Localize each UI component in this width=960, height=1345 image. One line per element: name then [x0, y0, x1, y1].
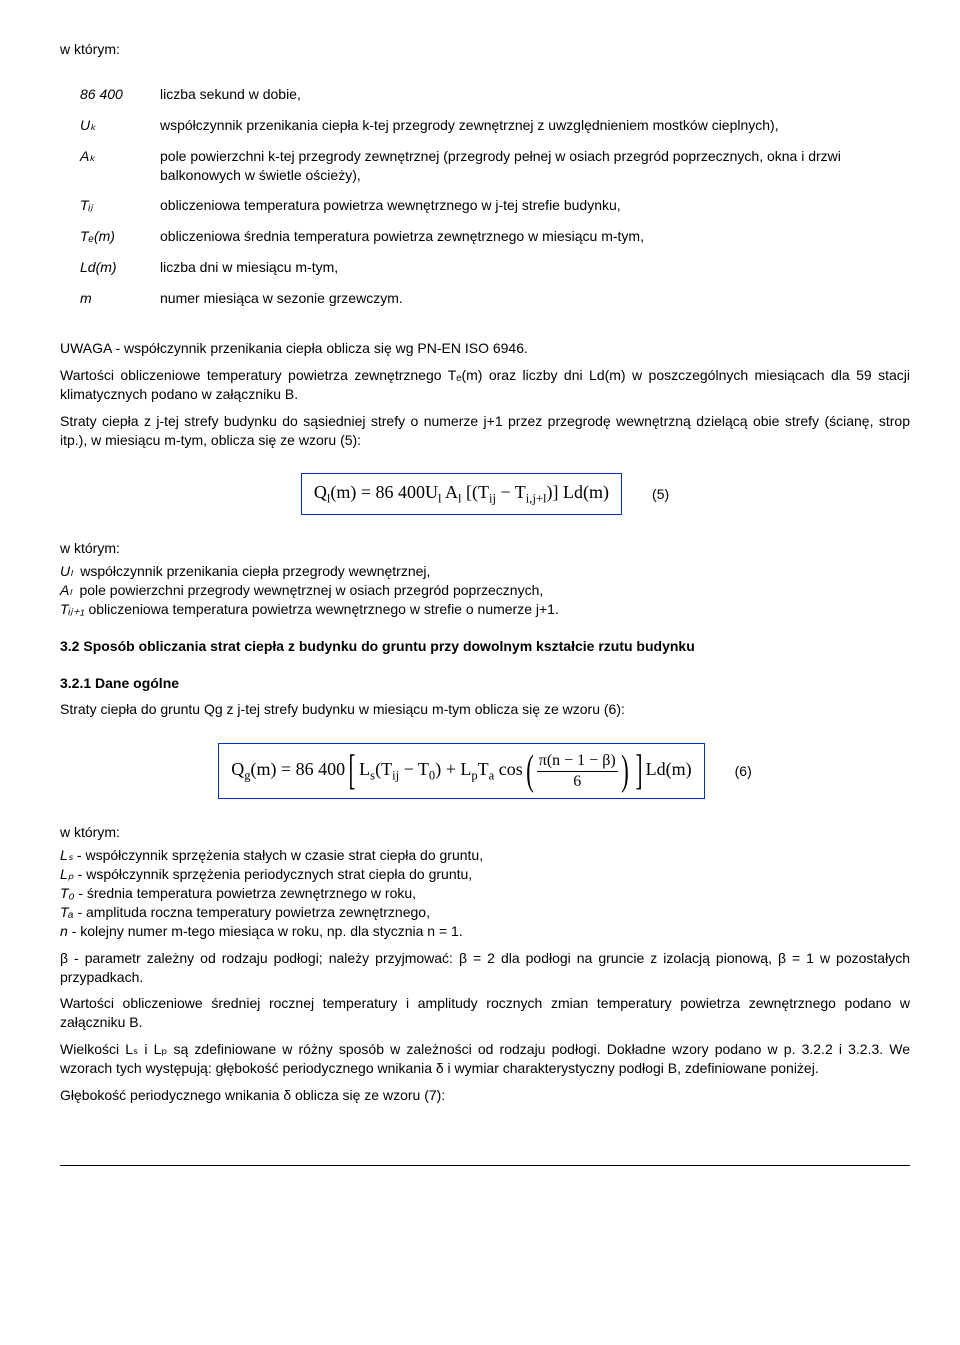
equation-number-5: (5)	[652, 485, 669, 504]
body-paragraph: Wielkości Lₛ i Lₚ są zdefiniowane w różn…	[60, 1040, 910, 1078]
def-sym: Aₗ	[60, 582, 72, 598]
body-paragraph: Straty ciepła do gruntu Qg z j-tej stref…	[60, 700, 910, 719]
def-sym: n	[60, 923, 68, 939]
table-row: Tₑ(m)obliczeniowa średnia temperatura po…	[80, 221, 910, 252]
def-sym: Aₖ	[80, 141, 160, 191]
body-paragraph: Głębokość periodycznego wnikania δ oblic…	[60, 1086, 910, 1105]
def-desc: liczba dni w miesiącu m-tym,	[160, 252, 910, 283]
def-sym: T₀	[60, 885, 74, 901]
def-desc: - kolejny numer m-tego miesiąca w roku, …	[72, 923, 463, 939]
def-sym: Uₗ	[60, 563, 72, 579]
def-desc: liczba sekund w dobie,	[160, 79, 910, 110]
where-label-3: w którym:	[60, 823, 910, 842]
def-desc: numer miesiąca w sezonie grzewczym.	[160, 283, 910, 314]
table-row: Aₖpole powierzchni k-tej przegrody zewnę…	[80, 141, 910, 191]
body-paragraph: Wartości obliczeniowe średniej rocznej t…	[60, 994, 910, 1032]
section-3-2-title: 3.2 Sposób obliczania strat ciepła z bud…	[60, 637, 910, 656]
def-sym: Lₚ	[60, 866, 74, 882]
def-desc: pole powierzchni przegrody wewnętrznej w…	[79, 582, 543, 598]
table-row: 86 400liczba sekund w dobie,	[80, 79, 910, 110]
def-sym: Tₐ	[60, 904, 74, 920]
def-sym: Tᵢⱼ₊₁	[60, 601, 85, 617]
def-sym: Lₛ	[60, 847, 73, 863]
def-sym: Tₑ(m)	[80, 221, 160, 252]
inline-defs-2: Uₗ współczynnik przenikania ciepła przeg…	[60, 562, 910, 619]
def-sym: Ld(m)	[80, 252, 160, 283]
def-desc: pole powierzchni k-tej przegrody zewnętr…	[160, 141, 910, 191]
where-label-1: w którym:	[60, 40, 910, 59]
def-desc: obliczeniowa temperatura powietrza wewnę…	[88, 601, 558, 617]
formula-6-row: Qg(m) = 86 400[Ls(Tij − T0) + LpTa cos(π…	[60, 733, 910, 809]
body-paragraph: Straty ciepła z j-tej strefy budynku do …	[60, 412, 910, 450]
def-desc: współczynnik przenikania ciepła k-tej pr…	[160, 110, 910, 141]
formula-6-box: Qg(m) = 86 400[Ls(Tij − T0) + LpTa cos(π…	[218, 743, 704, 799]
formula-5-box: Ql(m) = 86 400Ul Al [(Tij − Ti,j+l)] Ld(…	[301, 473, 622, 515]
table-row: mnumer miesiąca w sezonie grzewczym.	[80, 283, 910, 314]
def-desc: - średnia temperatura powietrza zewnętrz…	[78, 885, 416, 901]
beta-paragraph: β - parametr zależny od rodzaju podłogi;…	[60, 949, 910, 987]
note-paragraph: UWAGA - współczynnik przenikania ciepła …	[60, 339, 910, 358]
def-desc: - amplituda roczna temperatury powietrza…	[77, 904, 430, 920]
def-desc: współczynnik przenikania ciepła przegrod…	[80, 563, 430, 579]
where-label-2: w którym:	[60, 539, 910, 558]
def-sym: Tᵢⱼ	[80, 190, 160, 221]
def-desc: - współczynnik sprzężenia periodycznych …	[78, 866, 473, 882]
def-sym: m	[80, 283, 160, 314]
def-sym: Uₖ	[80, 110, 160, 141]
def-desc: - współczynnik sprzężenia stałych w czas…	[77, 847, 483, 863]
table-row: Uₖwspółczynnik przenikania ciepła k-tej …	[80, 110, 910, 141]
def-desc: obliczeniowa temperatura powietrza wewnę…	[160, 190, 910, 221]
footer-rule	[60, 1165, 910, 1166]
def-desc: obliczeniowa średnia temperatura powietr…	[160, 221, 910, 252]
formula-5-row: Ql(m) = 86 400Ul Al [(Tij − Ti,j+l)] Ld(…	[60, 463, 910, 525]
body-paragraph: Wartości obliczeniowe temperatury powiet…	[60, 366, 910, 404]
definitions-table-1: 86 400liczba sekund w dobie, Uₖwspółczyn…	[80, 79, 910, 314]
table-row: Tᵢⱼobliczeniowa temperatura powietrza we…	[80, 190, 910, 221]
section-3-2-1-title: 3.2.1 Dane ogólne	[60, 674, 910, 693]
table-row: Ld(m)liczba dni w miesiącu m-tym,	[80, 252, 910, 283]
inline-defs-3: Lₛ - współczynnik sprzężenia stałych w c…	[60, 846, 910, 940]
def-sym: 86 400	[80, 79, 160, 110]
equation-number-6: (6)	[735, 762, 752, 781]
